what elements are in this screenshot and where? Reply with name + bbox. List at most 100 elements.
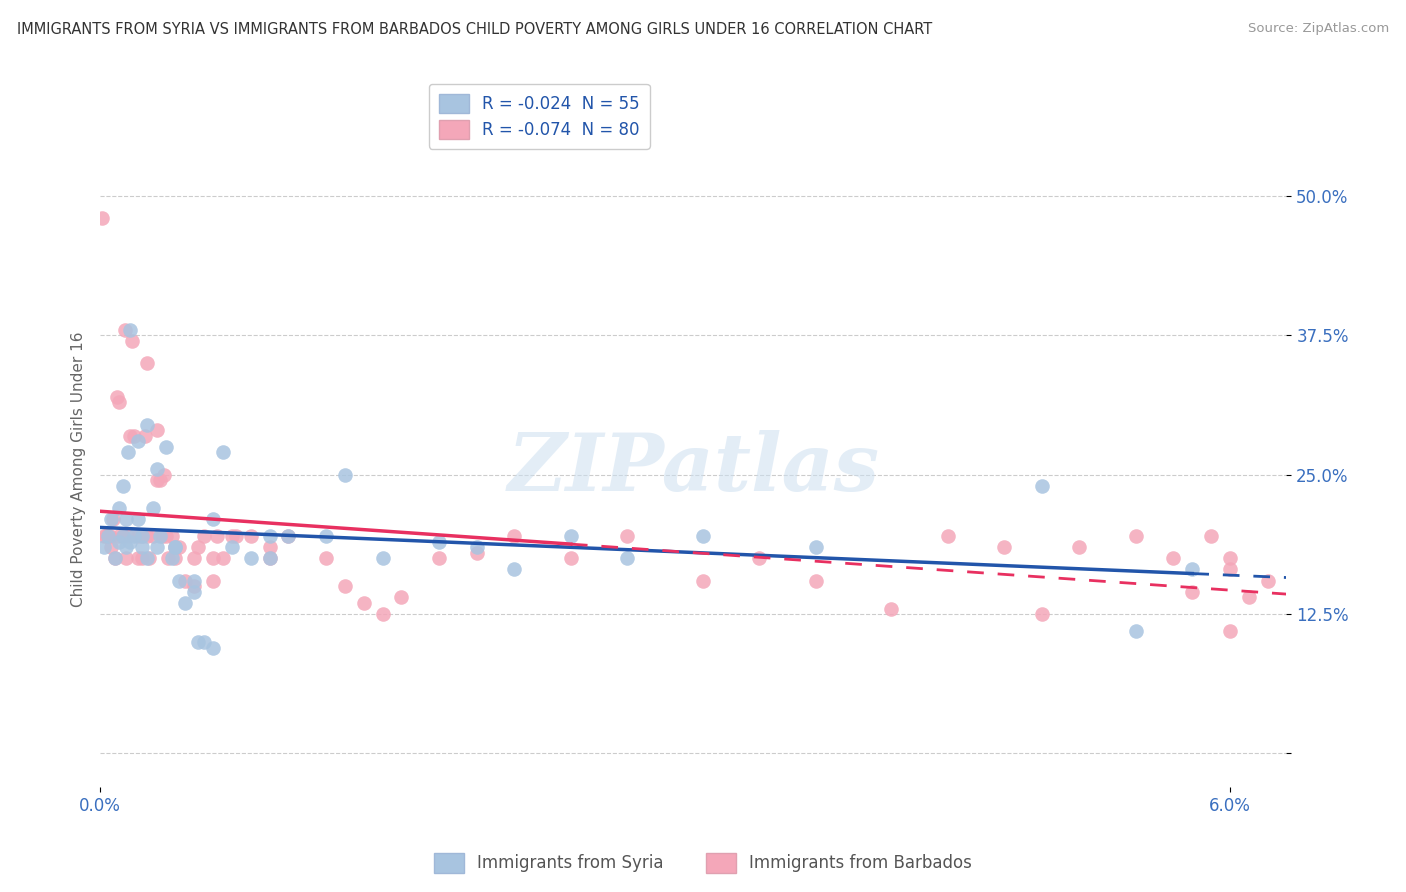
Text: IMMIGRANTS FROM SYRIA VS IMMIGRANTS FROM BARBADOS CHILD POVERTY AMONG GIRLS UNDE: IMMIGRANTS FROM SYRIA VS IMMIGRANTS FROM…	[17, 22, 932, 37]
Point	[120, 429, 142, 443]
Point	[160, 551, 183, 566]
Point	[353, 596, 375, 610]
Point	[136, 529, 159, 543]
Point	[616, 529, 638, 543]
Point	[202, 574, 225, 588]
Point	[145, 540, 167, 554]
Point	[145, 423, 167, 437]
Point	[1163, 551, 1185, 566]
Point	[173, 596, 195, 610]
Point	[1125, 529, 1147, 543]
Point	[239, 529, 262, 543]
Point	[100, 512, 122, 526]
Point	[167, 574, 190, 588]
Point	[202, 551, 225, 566]
Point	[193, 529, 215, 543]
Point	[804, 540, 827, 554]
Point	[108, 529, 131, 543]
Legend: R = -0.024  N = 55, R = -0.074  N = 80: R = -0.024 N = 55, R = -0.074 N = 80	[429, 84, 650, 149]
Point	[149, 529, 172, 543]
Point	[115, 540, 138, 554]
Point	[259, 540, 281, 554]
Point	[183, 579, 205, 593]
Point	[155, 529, 177, 543]
Point	[91, 211, 114, 226]
Point	[315, 551, 337, 566]
Point	[692, 574, 714, 588]
Point	[136, 356, 159, 370]
Point	[259, 551, 281, 566]
Point	[205, 529, 228, 543]
Point	[134, 429, 156, 443]
Point	[108, 534, 131, 549]
Text: ZIPatlas: ZIPatlas	[508, 431, 879, 508]
Point	[1031, 607, 1053, 621]
Point	[100, 540, 122, 554]
Point	[1069, 540, 1091, 554]
Point	[131, 529, 153, 543]
Point	[122, 529, 145, 543]
Point	[117, 529, 139, 543]
Point	[165, 551, 187, 566]
Point	[187, 540, 209, 554]
Point	[142, 529, 165, 543]
Point	[120, 534, 142, 549]
Point	[160, 529, 183, 543]
Point	[880, 601, 903, 615]
Point	[127, 529, 149, 543]
Point	[1219, 551, 1241, 566]
Point	[993, 540, 1015, 554]
Point	[202, 640, 225, 655]
Point	[111, 479, 134, 493]
Point	[155, 440, 177, 454]
Point	[560, 551, 582, 566]
Point	[1257, 574, 1279, 588]
Point	[145, 462, 167, 476]
Point	[131, 551, 153, 566]
Point	[503, 529, 526, 543]
Point	[149, 473, 172, 487]
Y-axis label: Child Poverty Among Girls Under 16: Child Poverty Among Girls Under 16	[72, 332, 86, 607]
Point	[1199, 529, 1222, 543]
Point	[333, 579, 356, 593]
Point	[136, 417, 159, 432]
Point	[1181, 584, 1204, 599]
Point	[127, 434, 149, 449]
Point	[211, 551, 233, 566]
Point	[153, 467, 176, 482]
Point	[211, 445, 233, 459]
Point	[427, 551, 450, 566]
Point	[104, 551, 127, 566]
Point	[127, 512, 149, 526]
Point	[616, 551, 638, 566]
Point	[115, 551, 138, 566]
Point	[173, 574, 195, 588]
Point	[391, 591, 413, 605]
Point	[259, 551, 281, 566]
Point	[114, 323, 136, 337]
Point	[465, 546, 488, 560]
Point	[131, 540, 153, 554]
Point	[165, 540, 187, 554]
Point	[183, 574, 205, 588]
Point	[121, 334, 143, 348]
Point	[315, 529, 337, 543]
Point	[503, 562, 526, 576]
Point	[692, 529, 714, 543]
Point	[277, 529, 299, 543]
Point	[1219, 562, 1241, 576]
Point	[117, 445, 139, 459]
Point	[936, 529, 959, 543]
Point	[277, 529, 299, 543]
Legend: Immigrants from Syria, Immigrants from Barbados: Immigrants from Syria, Immigrants from B…	[427, 847, 979, 880]
Point	[560, 529, 582, 543]
Point	[1181, 562, 1204, 576]
Point	[1219, 624, 1241, 638]
Point	[1237, 591, 1260, 605]
Point	[165, 540, 187, 554]
Point	[105, 390, 128, 404]
Point	[221, 540, 243, 554]
Point	[193, 635, 215, 649]
Point	[225, 529, 247, 543]
Point	[167, 540, 190, 554]
